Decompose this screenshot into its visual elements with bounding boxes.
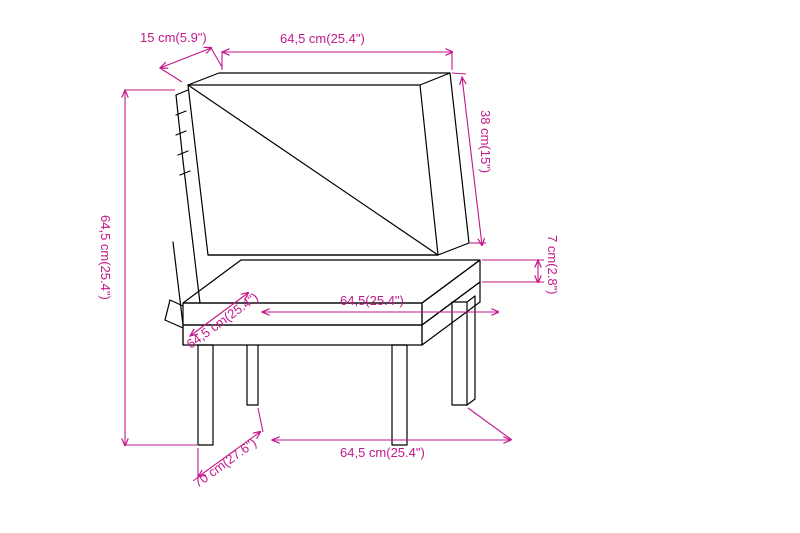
dim-height-left: 64,5 cm(25.4") bbox=[98, 215, 113, 300]
dim-width-top: 64,5 cm(25.4") bbox=[280, 31, 365, 46]
dimension-diagram: 15 cm(5.9") 64,5 cm(25.4") 38 cm(15") 64… bbox=[0, 0, 800, 533]
dim-depth-top-small: 15 cm(5.9") bbox=[140, 30, 207, 45]
dim-seat-width-right: 64,5(25.4") bbox=[340, 293, 404, 308]
dim-back-height: 38 cm(15") bbox=[478, 110, 493, 173]
dim-cushion-thick: 7 cm(2.8") bbox=[545, 235, 560, 295]
dim-width-bottom: 64,5 cm(25.4") bbox=[340, 445, 425, 460]
